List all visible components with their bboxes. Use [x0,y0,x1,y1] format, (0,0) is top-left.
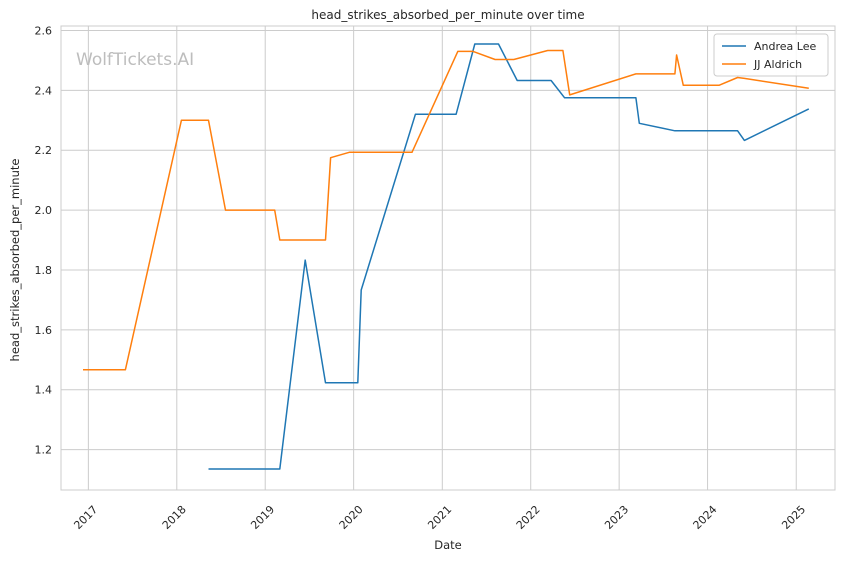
x-axis-title: Date [434,538,462,552]
y-axis-title: head_strikes_absorbed_per_minute [8,159,22,362]
y-tick-label: 1.8 [35,264,53,277]
y-tick-label: 1.6 [35,324,53,337]
chart-title: head_strikes_absorbed_per_minute over ti… [311,8,584,22]
legend-box [713,33,829,77]
y-tick-label: 2.2 [35,144,53,157]
y-tick-label: 2.0 [35,204,53,217]
y-tick-label: 2.6 [35,24,53,37]
plot-area [60,25,836,491]
legend-label-andrea-lee: Andrea Lee [754,40,816,53]
y-tick-label: 1.2 [35,444,53,457]
y-tick-labels: 1.2 1.4 1.6 1.8 2.0 2.2 2.4 2.6 [35,24,53,456]
series-line-andrea-lee [208,43,810,470]
series-line-jj-aldrich [83,49,809,371]
watermark-text: WolfTickets.AI [76,50,194,70]
legend-label-jj-aldrich: JJ Aldrich [753,58,802,71]
y-tick-label: 1.4 [35,384,53,397]
legend: Andrea Lee JJ Aldrich [713,33,829,77]
y-tick-label: 2.4 [35,84,53,97]
y-gridlines [61,29,835,451]
series-layer [83,43,810,470]
x-gridlines [87,26,797,490]
